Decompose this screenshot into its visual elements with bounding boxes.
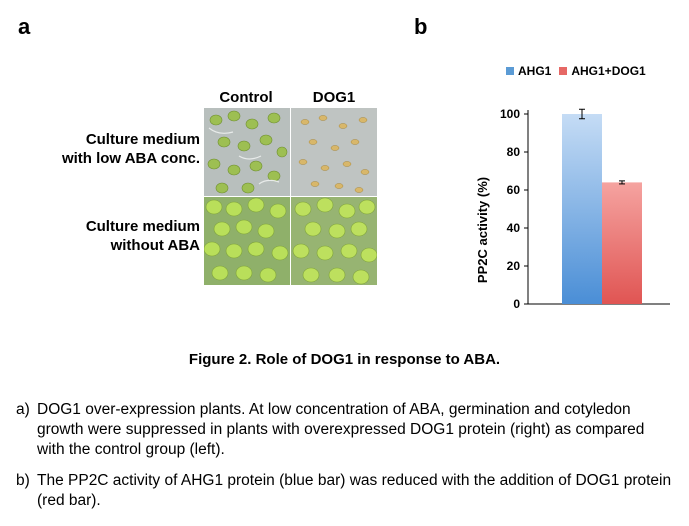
error-bar-ahg1-dog1: [619, 180, 625, 185]
legend-item-ahg1: AHG1: [506, 64, 551, 78]
y-tick-label: 20: [507, 259, 521, 273]
y-tick-labels: 0 20 40 60 80 100: [500, 107, 520, 311]
chart-bars: [562, 114, 642, 304]
bar-ahg1: [562, 114, 602, 304]
seedling-photo-dog1-no-aba: [291, 197, 377, 285]
column-header-control: Control: [219, 89, 273, 106]
error-bars: [579, 108, 625, 185]
panel-b-label: b: [414, 14, 428, 39]
bar-ahg1-dog1: [602, 182, 642, 304]
figure-caption-title: Figure 2. Role of DOG1 in response to AB…: [188, 351, 501, 368]
seedling-photo-control-low-aba: [204, 108, 290, 196]
row-label-no-aba: Culture medium without ABA: [85, 218, 200, 254]
legend-label-ahg1-dog1: AHG1+DOG1: [571, 64, 646, 78]
panel-a-label: a: [18, 14, 31, 39]
y-axis-label: PP2C activity (%): [475, 177, 490, 283]
caption-item-a-marker: a): [16, 401, 30, 418]
y-tick-label: 100: [500, 107, 520, 121]
y-tick-label: 0: [513, 297, 520, 311]
y-tick-label: 80: [507, 145, 521, 159]
caption-item-b-marker: b): [16, 472, 30, 489]
chart-legend: AHG1 AHG1+DOG1: [506, 64, 654, 78]
legend-swatch-ahg1: [506, 67, 514, 75]
caption-item-b-text: The PP2C activity of AHG1 protein (blue …: [37, 472, 672, 509]
row-label-low-aba: Culture medium with low ABA conc.: [61, 131, 200, 167]
caption-item-a: a) DOG1 over-expression plants. At low c…: [16, 400, 676, 460]
legend-item-ahg1-dog1: AHG1+DOG1: [559, 64, 646, 78]
column-header-dog1: DOG1: [312, 89, 356, 106]
y-tick-label: 60: [507, 183, 521, 197]
seedling-photo-control-no-aba: [204, 197, 290, 285]
legend-label-ahg1: AHG1: [518, 64, 552, 78]
y-tick-label: 40: [507, 221, 521, 235]
caption-item-b: b) The PP2C activity of AHG1 protein (bl…: [16, 471, 676, 511]
error-bar-ahg1: [579, 108, 585, 120]
legend-swatch-ahg1-dog1: [559, 67, 568, 75]
pp2c-bar-chart: PP2C activity (%) 0 20 40 60 80 100: [475, 107, 670, 311]
caption-item-a-text: DOG1 over-expression plants. At low conc…: [37, 401, 645, 458]
seedling-photo-dog1-low-aba: [291, 108, 377, 196]
